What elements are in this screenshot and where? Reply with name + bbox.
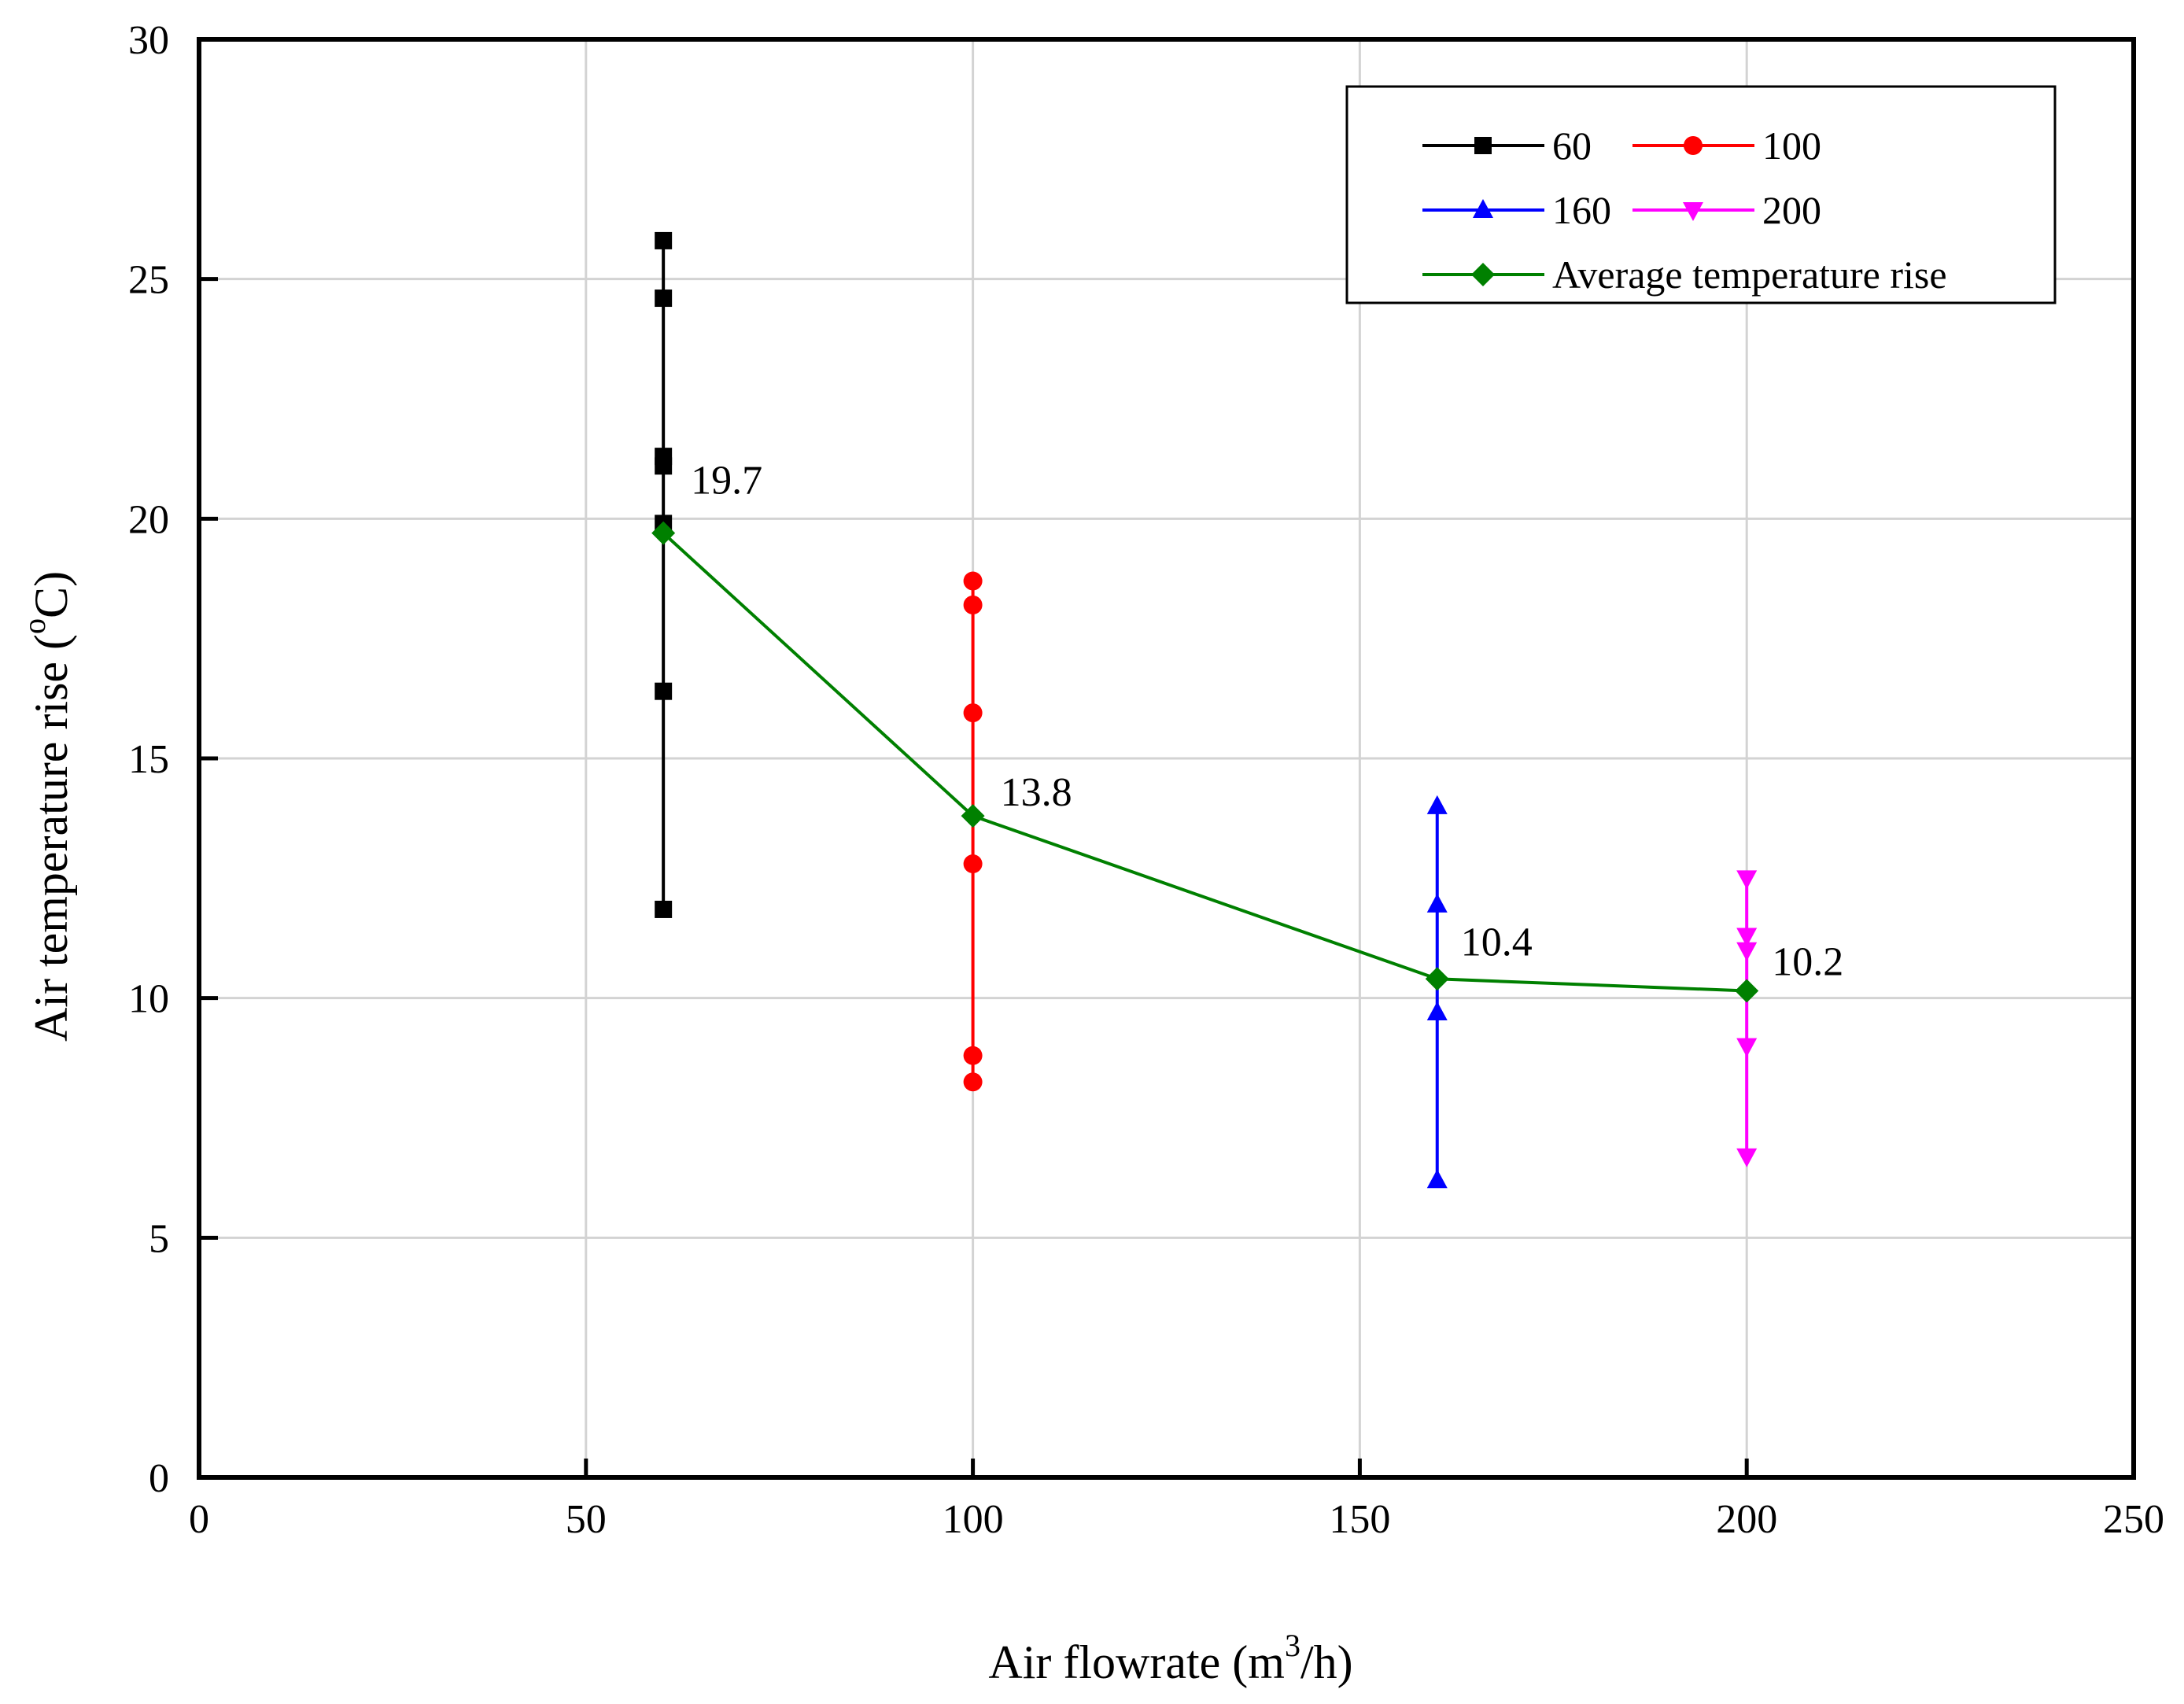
legend-box xyxy=(1345,85,2057,304)
y-tick-label: 15 xyxy=(128,737,169,782)
legend-entry: Average temperature rise xyxy=(1422,253,1947,297)
legend-entry: 60 xyxy=(1422,124,1592,168)
data-point xyxy=(655,231,673,249)
y-tick-label: 30 xyxy=(128,18,169,63)
data-point xyxy=(1426,893,1448,913)
data-point xyxy=(1426,1001,1448,1020)
y-axis-title-sup: o xyxy=(17,618,52,634)
data-point xyxy=(1736,1148,1758,1167)
series-100 xyxy=(963,571,983,1092)
x-tick-label: 200 xyxy=(1716,1497,1777,1542)
legend-items: 60 100 160 200 Average temperature rise xyxy=(1422,124,1947,297)
average-data-label: 10.2 xyxy=(1772,940,1843,985)
y-axis-title-after: C) xyxy=(25,571,77,618)
series-160 xyxy=(1426,795,1448,1189)
x-tick-label: 100 xyxy=(943,1497,1004,1542)
x-tick-label: 0 xyxy=(189,1497,209,1542)
data-point xyxy=(655,682,673,700)
legend-entry: 100 xyxy=(1632,124,1821,168)
legend-label: Average temperature rise xyxy=(1552,253,1947,297)
average-data-label: 19.7 xyxy=(691,459,762,503)
data-point xyxy=(1426,1169,1448,1189)
average-line xyxy=(662,532,1747,993)
y-tick-label: 20 xyxy=(128,497,169,542)
legend-marker xyxy=(1471,263,1495,286)
x-axis-title: Air flowrate (m3/h) xyxy=(988,1628,1352,1688)
average-series: 19.7 13.8 10.4 10.2 xyxy=(651,459,1843,1003)
average-data-label: 10.4 xyxy=(1461,920,1533,964)
data-point xyxy=(1736,928,1758,947)
data-point xyxy=(655,900,673,918)
data-point xyxy=(1736,870,1758,890)
data-point xyxy=(655,457,673,475)
data-point xyxy=(963,703,983,723)
legend-marker xyxy=(1684,136,1703,155)
legend-marker xyxy=(1683,202,1703,221)
average-point xyxy=(1425,967,1449,991)
legend-marker xyxy=(1474,137,1492,154)
average-point xyxy=(1735,979,1759,1003)
legend-entry: 200 xyxy=(1632,188,1821,232)
y-tick-label: 5 xyxy=(149,1216,169,1261)
legend-label: 100 xyxy=(1762,124,1821,168)
x-axis-title-after: /h) xyxy=(1300,1636,1353,1688)
series-60 xyxy=(655,231,673,918)
data-point xyxy=(1736,942,1758,961)
x-tick-label: 250 xyxy=(2103,1497,2164,1542)
legend-entry: 160 xyxy=(1422,188,1611,232)
x-axis-title-text: Air flowrate (m xyxy=(988,1636,1285,1688)
series-layer xyxy=(655,231,1758,1189)
data-point xyxy=(1426,795,1448,814)
y-tick-label: 0 xyxy=(149,1456,169,1501)
data-point xyxy=(963,596,983,615)
y-tick-label: 25 xyxy=(128,258,169,303)
x-tick-label: 150 xyxy=(1329,1497,1390,1542)
data-point xyxy=(963,854,983,874)
x-tick-label: 50 xyxy=(566,1497,607,1542)
average-data-label: 13.8 xyxy=(1001,770,1072,815)
series-200 xyxy=(1736,870,1758,1167)
data-point xyxy=(963,571,983,591)
average-point xyxy=(651,521,676,545)
legend-label: 60 xyxy=(1552,124,1592,168)
legend: 60 100 160 200 Average temperature rise xyxy=(1345,85,2057,304)
data-point xyxy=(963,1072,983,1092)
legend-marker xyxy=(1473,199,1493,218)
y-axis-title: Air temperature rise (oC) xyxy=(17,571,77,1042)
y-tick-label: 10 xyxy=(128,977,169,1022)
legend-label: 160 xyxy=(1552,188,1611,232)
y-axis-title-text: Air temperature rise ( xyxy=(25,634,77,1042)
x-axis-title-sup: 3 xyxy=(1285,1628,1300,1663)
legend-label: 200 xyxy=(1762,188,1821,232)
average-point xyxy=(961,804,985,828)
axis-ticks: 0 50 100 150 200 250 0 5 10 15 20 25 30 xyxy=(128,18,2164,1542)
data-point xyxy=(655,290,673,308)
data-point xyxy=(1736,1038,1758,1057)
data-point xyxy=(963,1046,983,1065)
